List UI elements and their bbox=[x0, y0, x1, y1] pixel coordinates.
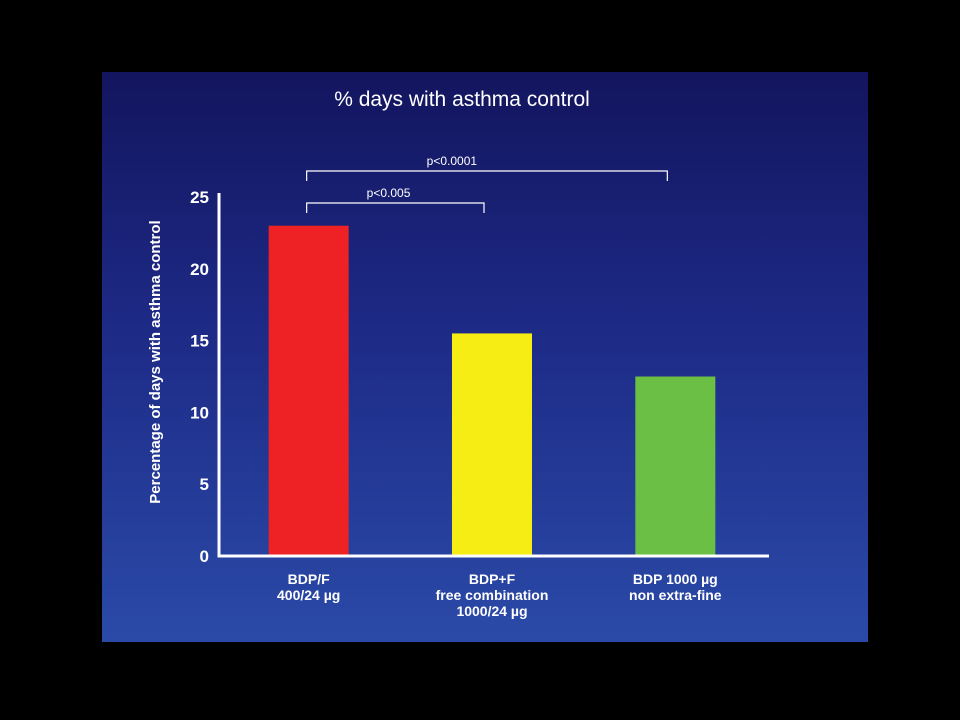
x-category-label-0: BDP/F 400/24 µg bbox=[277, 571, 340, 603]
significance-label-1: p<0.0001 bbox=[427, 154, 478, 168]
y-tick-label-0: 0 bbox=[200, 547, 209, 566]
significance-brackets: p<0.005 p<0.0001 bbox=[306, 154, 668, 213]
axes bbox=[217, 193, 769, 558]
significance-bracket-0 bbox=[306, 202, 485, 213]
significance-bracket-1 bbox=[306, 170, 668, 181]
bar-0 bbox=[268, 225, 349, 556]
bar-chart: p<0.005 p<0.0001 0 5 10 15 20 25 BDP/F 400/24 µ… bbox=[147, 154, 769, 619]
y-tick-label-5: 5 bbox=[200, 475, 209, 494]
significance-label-0: p<0.005 bbox=[367, 186, 411, 200]
slide: % days with asthma control p<0.005 p<0.00… bbox=[102, 72, 868, 642]
x-category-labels: BDP/F 400/24 µg BDP+F free combination 1000/… bbox=[277, 571, 722, 619]
bar-1 bbox=[452, 333, 532, 556]
bars bbox=[268, 225, 716, 556]
y-tick-label-15: 15 bbox=[190, 332, 209, 351]
y-tick-label-10: 10 bbox=[190, 403, 209, 422]
y-tick-label-20: 20 bbox=[190, 260, 209, 279]
y-axis-title: Percentage of days with asthma control bbox=[147, 220, 164, 503]
x-category-label-1: BDP+F free combination 1000/24 µg bbox=[436, 571, 549, 619]
y-tick-label-25: 25 bbox=[190, 188, 209, 207]
x-category-label-2: BDP 1000 µg non extra-fine bbox=[629, 571, 722, 603]
bar-2 bbox=[635, 376, 716, 556]
chart-title: % days with asthma control bbox=[334, 88, 590, 111]
y-tick-labels: 0 5 10 15 20 25 bbox=[190, 188, 209, 566]
